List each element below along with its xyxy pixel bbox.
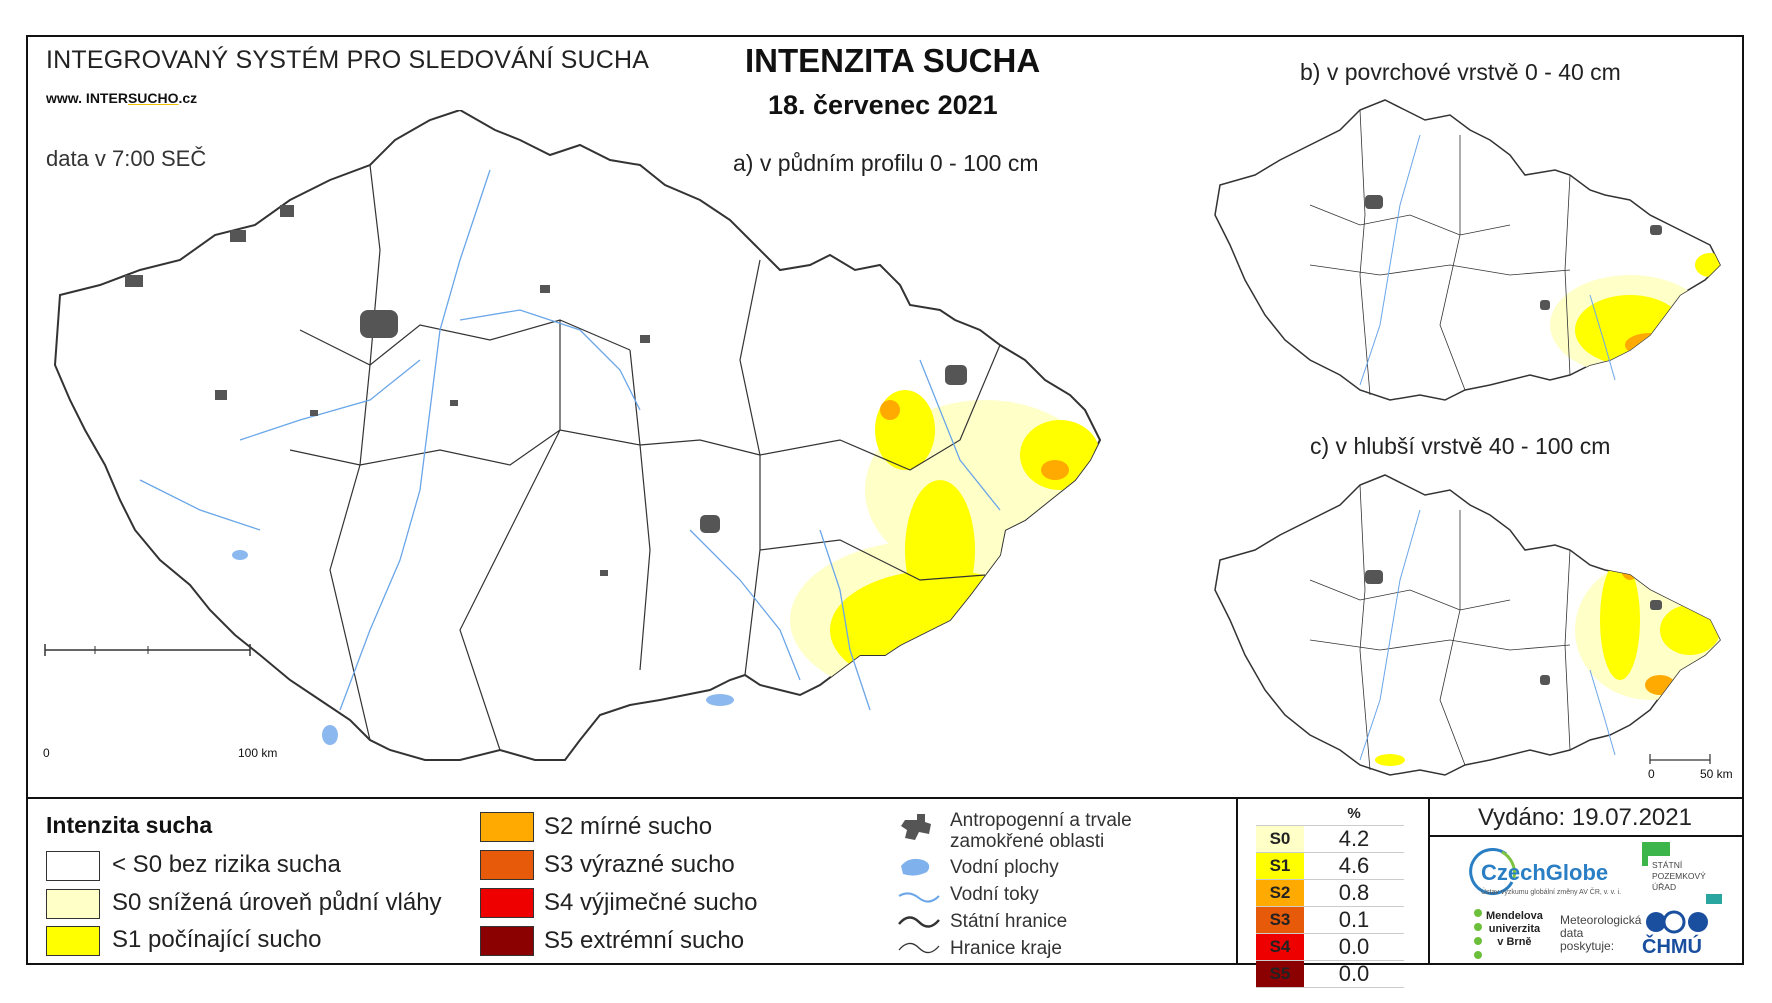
stats-header: % xyxy=(1304,802,1404,826)
state-border-icon xyxy=(898,916,940,928)
spu-logo-accent xyxy=(1706,894,1722,904)
stats-value-s2: 0.8 xyxy=(1304,879,1404,907)
map-frame xyxy=(26,35,1744,965)
issued-date: Vydáno: 19.07.2021 xyxy=(1478,804,1692,831)
meteo-data-label: Meteorologická data poskytuje: xyxy=(1560,913,1642,953)
stats-value-s4: 0.0 xyxy=(1304,933,1404,961)
stats-value-s1: 4.6 xyxy=(1304,852,1404,880)
data-time-label: data v 7:00 SEČ xyxy=(46,146,207,171)
stats-value-s0: 4.2 xyxy=(1304,825,1404,853)
legend-swatch-s5 xyxy=(480,926,534,956)
stats-code-s5: S5 xyxy=(1256,960,1304,988)
map-b-title: b) v povrchové vrstvě 0 - 40 cm xyxy=(1300,59,1621,85)
symbol-icons xyxy=(898,814,940,954)
symbol-urban-label: Antropogenní a trvale zamokřené oblasti xyxy=(950,810,1132,852)
scale-end-label: 100 km xyxy=(238,746,278,760)
stats-code-s0: S0 xyxy=(1256,825,1304,853)
urban-areas xyxy=(125,205,967,576)
czechglobe-logo-icon xyxy=(1469,848,1516,895)
map-a-title: a) v půdním profilu 0 - 100 cm xyxy=(733,150,1039,176)
spu-logo: STÁTNÍ POZEMKOVÝ ÚŘAD xyxy=(1652,860,1706,892)
legend-label-s0: S0 snížená úroveň půdní vláhy xyxy=(112,889,442,916)
chmu-logo-icon xyxy=(1646,910,1708,934)
urban-area-icon xyxy=(901,814,931,840)
symbol-region-border-label: Hranice kraje xyxy=(950,938,1062,959)
rivers xyxy=(139,169,1001,711)
symbol-water-label: Vodní plochy xyxy=(950,857,1059,878)
scale-small-end-label: 50 km xyxy=(1700,767,1733,781)
separator-stats xyxy=(1236,797,1238,965)
mendel-logo-dots xyxy=(1474,909,1482,959)
legend-swatch-s2 xyxy=(480,812,534,842)
scale-small-start-label: 0 xyxy=(1648,767,1655,781)
symbol-state-border-label: Státní hranice xyxy=(950,911,1068,932)
region-border-icon xyxy=(898,942,940,954)
surface-layer-map xyxy=(1214,99,1721,401)
stats-code-s2: S2 xyxy=(1256,879,1304,907)
mendel-logo: Mendelova univerzita v Brně xyxy=(1486,910,1543,948)
scale-bar-small xyxy=(1649,754,1711,764)
legend-label-s4: S4 výjimečné sucho xyxy=(544,889,758,916)
deep-layer-map xyxy=(1214,474,1721,776)
chmu-logo: ČHMÚ xyxy=(1642,936,1702,958)
map-c-title: c) v hlubší vrstvě 40 - 100 cm xyxy=(1310,433,1611,459)
legend-swatch-s0 xyxy=(46,889,100,919)
river-icon xyxy=(898,892,940,903)
page-title: INTENZITA SUCHA xyxy=(745,42,1041,79)
czechglobe-logo: CzechGlobe xyxy=(1481,860,1609,885)
legend-label-s2: S2 mírné sucho xyxy=(544,813,713,840)
country-outline-b xyxy=(1214,99,1721,401)
system-title: INTEGROVANÝ SYSTÉM PRO SLEDOVÁNÍ SUCHA xyxy=(46,46,650,74)
legend-panel xyxy=(26,797,1744,967)
spu-logo-bar xyxy=(1642,842,1648,866)
legend-label-none: < S0 bez rizika sucha xyxy=(112,851,341,878)
symbol-river-label: Vodní toky xyxy=(950,884,1039,905)
legend-label-s1: S1 počínající sucho xyxy=(112,926,322,953)
region-borders xyxy=(289,164,1001,751)
czechglobe-subtitle: Ústav výzkumu globální změny AV ČR, v. v… xyxy=(1481,889,1622,896)
legend-label-s3: S3 výrazné sucho xyxy=(544,851,735,878)
main-drought-map xyxy=(44,110,1102,761)
water-body-icon xyxy=(901,858,930,876)
legend-swatch-s4 xyxy=(480,888,534,918)
stats-code-s3: S3 xyxy=(1256,906,1304,934)
stats-code-s1: S1 xyxy=(1256,852,1304,880)
separator-issued xyxy=(1428,835,1744,837)
scale-start-label: 0 xyxy=(43,746,50,760)
legend-swatch-s1 xyxy=(46,926,100,956)
website-url[interactable]: www. INTERSUCHO.cz xyxy=(46,90,198,106)
scale-bar-main xyxy=(44,644,251,656)
drought-stats-table: % S0 4.2 S1 4.6 S2 0.8 S3 0.1 S4 0.0 S5 0.0 xyxy=(1256,802,1404,988)
legend-label-s5: S5 extrémní sucho xyxy=(544,927,745,954)
spu-logo-mark xyxy=(1642,842,1670,856)
legend-title: Intenzita sucha xyxy=(46,812,213,838)
stats-code-s4: S4 xyxy=(1256,933,1304,961)
stats-value-s3: 0.1 xyxy=(1304,906,1404,934)
water-bodies xyxy=(232,550,734,745)
map-date: 18. červenec 2021 xyxy=(768,90,998,120)
separator-footer xyxy=(1428,797,1430,965)
legend-swatch-s3 xyxy=(480,850,534,880)
stats-value-s5: 0.0 xyxy=(1304,960,1404,988)
legend-swatch-none xyxy=(46,851,100,881)
